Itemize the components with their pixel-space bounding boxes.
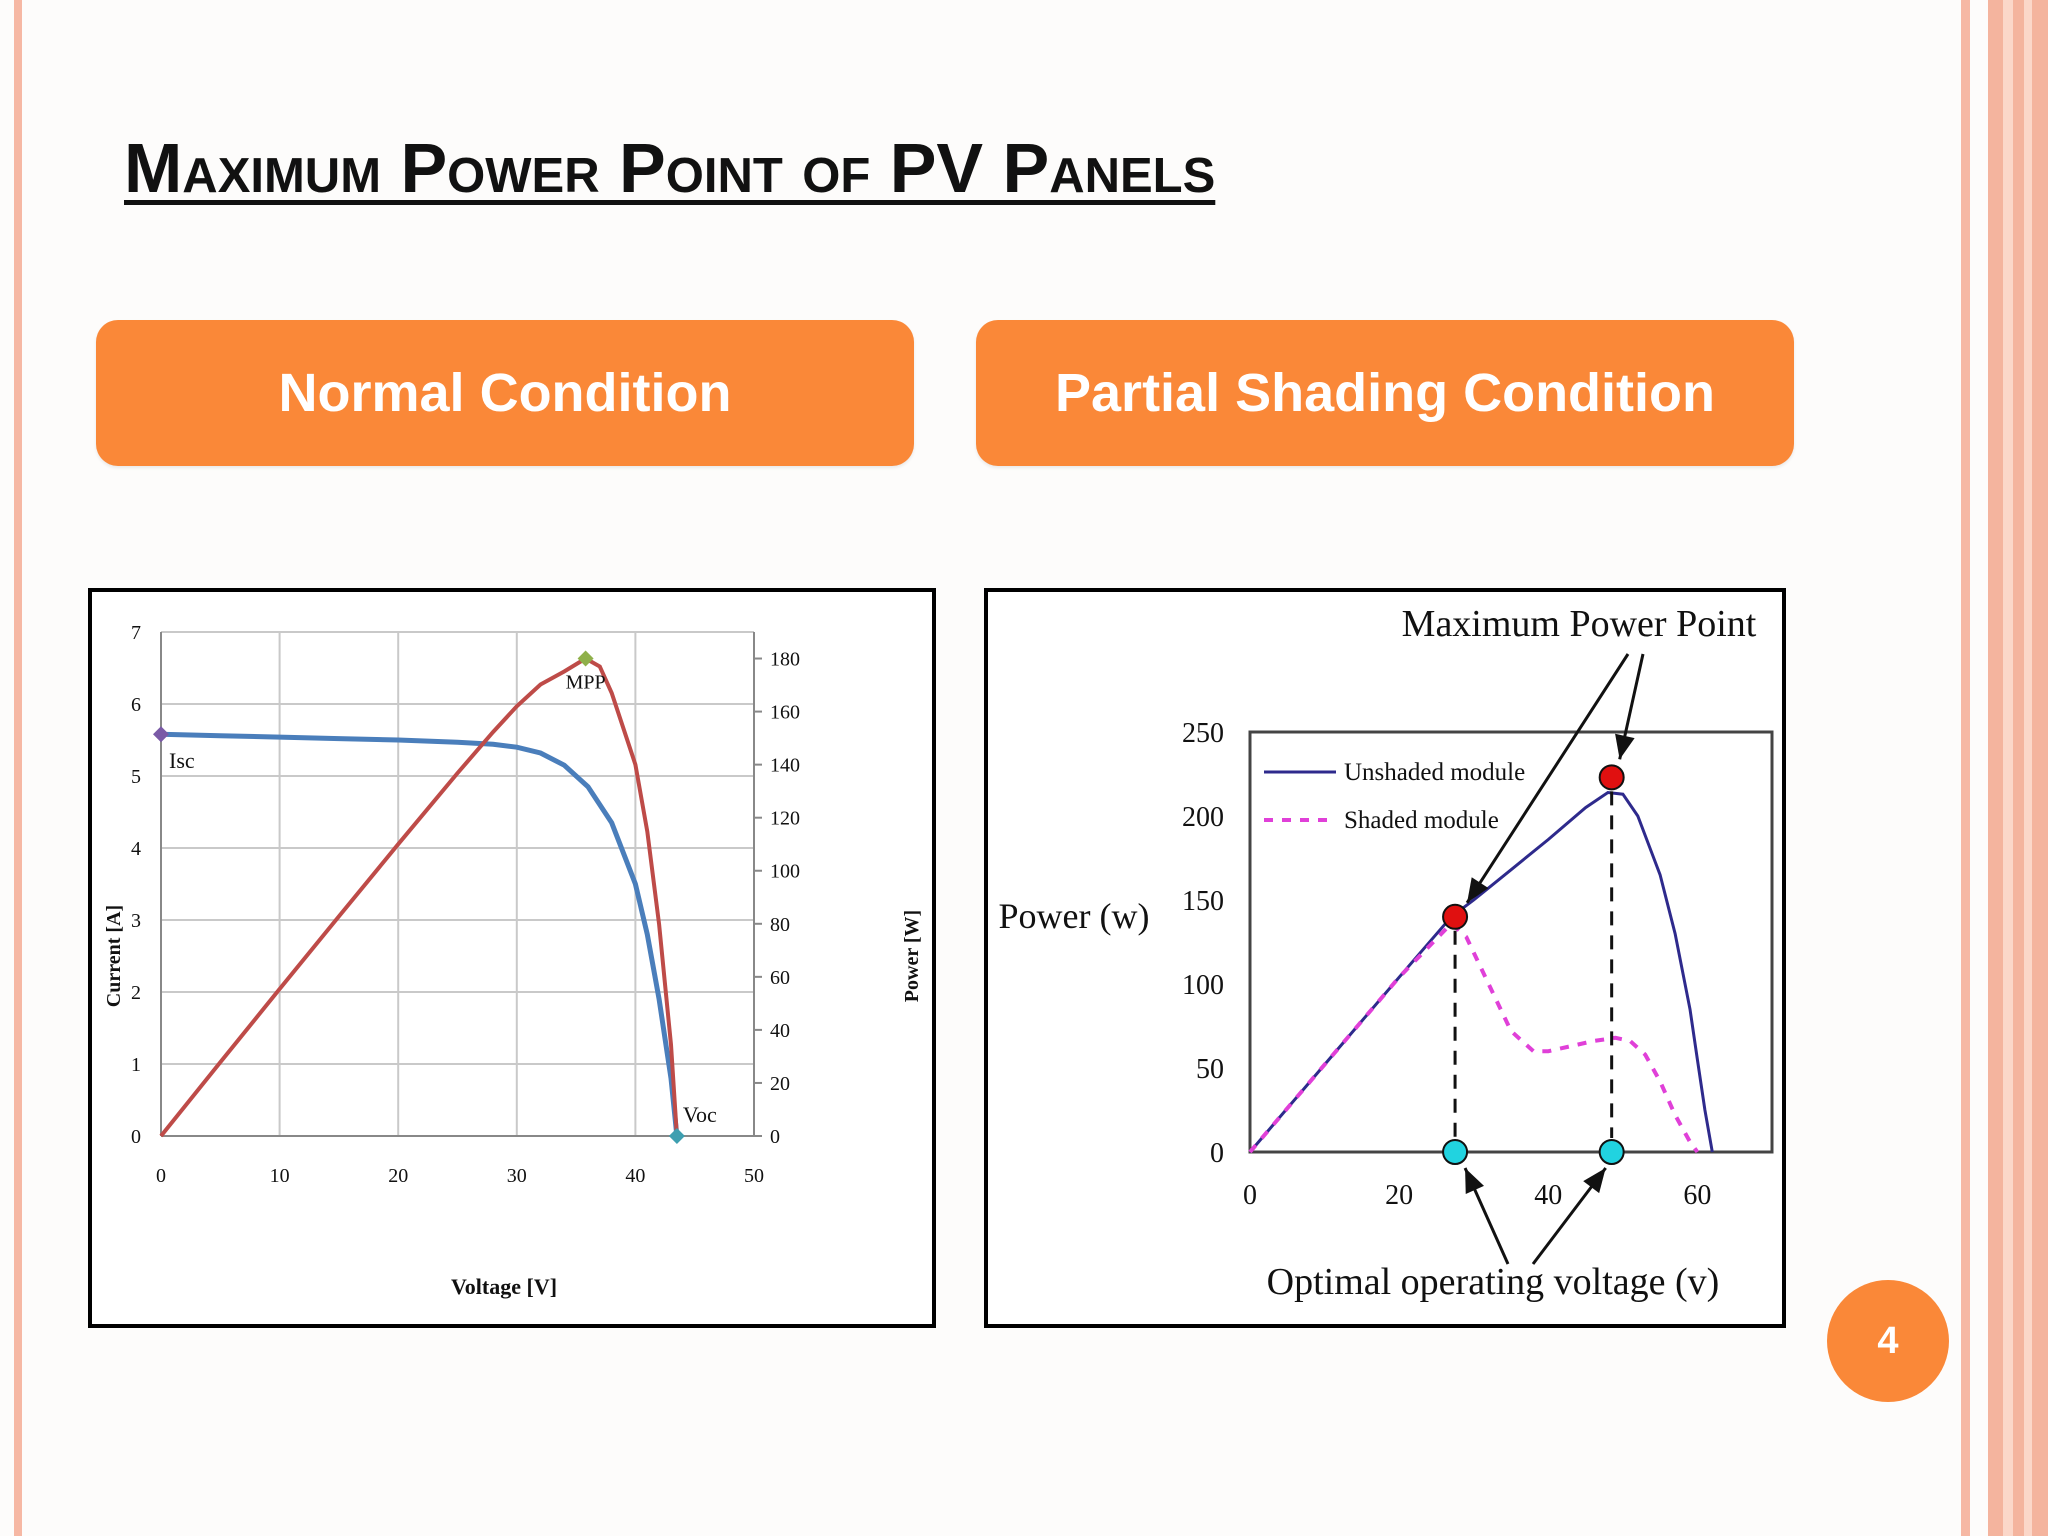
voltage-arrow-left-head [1465,1168,1484,1194]
y-tick-label: 6 [131,694,141,716]
legend: Unshaded module Shaded module [1264,759,1525,834]
power-curve [159,656,679,1138]
mpp-arrow-local-shaft [1465,653,1630,904]
x-tick-label: 10 [270,1165,290,1187]
partial-shading-svg: 0 20 40 60 0 50 100 150 200 250 Unshaded module S… [999,603,1774,1303]
y2-tick-label: 120 [770,808,800,830]
slide-title: Maximum Power Point of PV Panels [124,129,1216,207]
y-tick-label: 100 [1182,970,1224,1001]
mpp-arrow-local-head [1467,877,1489,903]
y2-tick-label: 60 [770,967,790,989]
y-tick-label: 3 [131,910,141,932]
x-tick-label: 50 [744,1165,764,1187]
x-axis-label: Voltage [V] [451,1274,557,1299]
mpp-arrow-global-head [1615,733,1635,760]
y2-tick-label: 0 [770,1126,780,1148]
x-tick-label: 20 [388,1165,408,1187]
slide-number-badge: 4 [1827,1280,1949,1402]
y-tick-label: 4 [131,838,141,860]
mpp-label: MPP [566,672,606,694]
drop-lines [1453,791,1614,1138]
mpp-marker [577,650,594,667]
y-tick-label: 0 [1210,1138,1224,1169]
right-frame-stripe [1961,0,1970,1536]
y-tick-label: 2 [131,982,141,1004]
shaded-curve [1248,920,1700,1154]
voltage-marker-right [1598,1139,1625,1165]
y-tick-label: 0 [131,1126,141,1148]
voc-marker [668,1128,685,1144]
tick-labels: 0 20 40 60 0 50 100 150 200 250 [1182,718,1711,1211]
y-axis-label: Current [A] [103,905,125,1007]
unshaded-curve [1248,790,1714,1153]
right-frame-stripe-outer [2024,0,2032,1536]
y-tick-label: 50 [1196,1054,1224,1085]
legend-shaded-label: Shaded module [1344,807,1499,834]
y2-axis-label: Power [W] [901,910,923,1002]
tick-labels: 0 10 20 30 40 50 0 1 2 3 4 5 6 7 0 20 40 60 80 100 120 140 160… [131,622,800,1187]
x-tick-label: 0 [1243,1180,1257,1211]
voc-label: Voc [683,1102,717,1127]
markers [153,650,685,1144]
x-tick-label: 40 [1534,1180,1562,1211]
right-frame-band [1988,0,2048,1536]
x-tick-label: 60 [1683,1180,1711,1211]
left-frame-stripe [14,0,22,1536]
y2-tick-label: 80 [770,914,790,936]
partial-shading-heading: Partial Shading Condition [976,320,1794,466]
global-mpp-marker [1598,764,1625,791]
y-tick-label: 1 [131,1054,141,1076]
x-tick-label: 20 [1385,1180,1413,1211]
y2-tick-label: 40 [770,1020,790,1042]
y2-tick-label: 20 [770,1073,790,1095]
annotation-arrows [1463,653,1645,1265]
y-axis-label: Power (w) [999,896,1150,936]
y2-tick-label: 140 [770,755,800,777]
y2-tick-label: 180 [770,649,800,671]
partial-shading-chart: 0 20 40 60 0 50 100 150 200 250 Unshaded module S… [984,588,1786,1328]
normal-condition-heading: Normal Condition [96,320,914,466]
y-tick-label: 150 [1182,886,1224,917]
optimal-voltage-label: Optimal operating voltage (v) [1267,1261,1720,1303]
maximum-power-point-label: Maximum Power Point [1402,603,1757,645]
y-tick-label: 250 [1182,718,1224,749]
legend-unshaded-label: Unshaded module [1344,759,1525,786]
current-curve [160,731,680,1137]
y2-tick-label: 160 [770,702,800,724]
isc-marker [153,726,169,743]
y-tick-label: 5 [131,766,141,788]
y-tick-label: 200 [1182,802,1224,833]
y2-tick-label: 100 [770,861,800,883]
isc-label: Isc [169,748,195,773]
x-tick-label: 30 [507,1165,527,1187]
local-mpp-marker [1442,903,1469,930]
point-markers [1442,764,1625,1165]
voltage-arrow-right-head [1583,1168,1606,1194]
x-tick-label: 40 [625,1165,645,1187]
plot-frame [1248,730,1774,1154]
x-tick-label: 0 [156,1165,166,1187]
normal-condition-svg: 0 10 20 30 40 50 0 1 2 3 4 5 6 7 0 20 40 60 80 100 120 140 160… [103,622,923,1299]
y-tick-label: 7 [131,622,141,644]
normal-condition-chart: 0 10 20 30 40 50 0 1 2 3 4 5 6 7 0 20 40 60 80 100 120 140 160… [88,588,936,1328]
voltage-marker-left [1442,1139,1469,1165]
right-frame-stripe-inner [2003,0,2013,1536]
grid-lines [160,631,762,1137]
